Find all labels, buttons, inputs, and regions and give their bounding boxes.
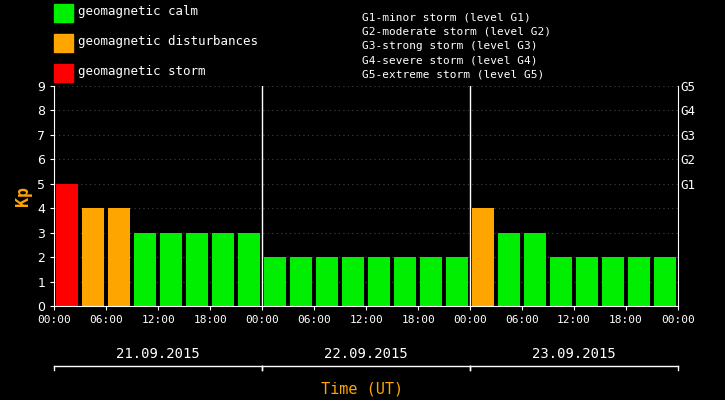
Bar xyxy=(368,257,390,306)
Bar xyxy=(524,233,546,306)
Bar xyxy=(212,233,234,306)
Bar xyxy=(342,257,364,306)
Bar xyxy=(239,233,260,306)
Bar xyxy=(576,257,598,306)
Text: geomagnetic disturbances: geomagnetic disturbances xyxy=(78,36,258,48)
Bar xyxy=(57,184,78,306)
Bar xyxy=(316,257,338,306)
Text: geomagnetic calm: geomagnetic calm xyxy=(78,6,199,18)
Y-axis label: Kp: Kp xyxy=(14,186,32,206)
Text: Time (UT): Time (UT) xyxy=(321,381,404,396)
Text: geomagnetic storm: geomagnetic storm xyxy=(78,66,206,78)
Bar xyxy=(472,208,494,306)
Bar xyxy=(83,208,104,306)
Bar xyxy=(550,257,572,306)
Text: 22.09.2015: 22.09.2015 xyxy=(324,347,408,361)
Bar xyxy=(498,233,520,306)
Bar xyxy=(290,257,312,306)
Text: G1-minor storm (level G1)
G2-moderate storm (level G2)
G3-strong storm (level G3: G1-minor storm (level G1) G2-moderate st… xyxy=(362,12,552,80)
Bar xyxy=(628,257,650,306)
Bar xyxy=(108,208,130,306)
Bar xyxy=(446,257,468,306)
Bar xyxy=(134,233,157,306)
Text: 21.09.2015: 21.09.2015 xyxy=(117,347,200,361)
Bar xyxy=(186,233,208,306)
Bar xyxy=(602,257,624,306)
Bar xyxy=(654,257,676,306)
Bar xyxy=(420,257,442,306)
Bar xyxy=(160,233,182,306)
Bar xyxy=(264,257,286,306)
Text: 23.09.2015: 23.09.2015 xyxy=(532,347,616,361)
Bar xyxy=(394,257,416,306)
